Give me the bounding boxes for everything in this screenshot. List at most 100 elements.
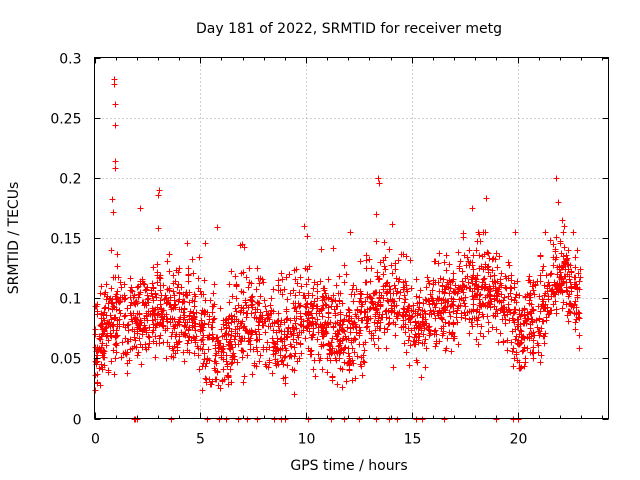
data-point: [171, 325, 178, 332]
data-point: [164, 325, 171, 332]
data-point: [104, 332, 111, 339]
data-point: [154, 261, 161, 268]
data-point: [571, 310, 578, 317]
data-point: [245, 284, 252, 291]
data-point: [419, 307, 426, 314]
data-point: [134, 352, 141, 359]
data-point: [169, 316, 176, 323]
data-point: [337, 347, 344, 354]
y-axis-label: SRMTID / TECUs: [6, 182, 22, 295]
data-point: [198, 310, 205, 317]
data-point: [266, 316, 273, 323]
data-point: [282, 374, 289, 381]
data-point: [109, 322, 116, 329]
data-point: [514, 357, 521, 364]
data-point: [417, 323, 424, 330]
data-point: [345, 350, 352, 357]
data-point: [369, 300, 376, 307]
data-point: [356, 416, 363, 423]
data-point: [339, 384, 346, 391]
data-point: [385, 321, 392, 328]
data-point: [480, 229, 487, 236]
data-point: [432, 304, 439, 311]
data-point: [330, 323, 337, 330]
data-point: [257, 275, 264, 282]
data-point: [149, 329, 156, 336]
data-point: [342, 344, 349, 351]
data-point: [262, 329, 269, 336]
data-point: [414, 359, 421, 366]
data-point: [520, 347, 527, 354]
data-point: [395, 311, 402, 318]
data-point: [435, 296, 442, 303]
data-point: [401, 284, 408, 291]
data-point: [486, 292, 493, 299]
data-point: [357, 295, 364, 302]
data-point: [183, 324, 190, 331]
data-point: [305, 308, 312, 315]
data-point: [254, 416, 261, 423]
data-point: [236, 325, 243, 332]
data-point: [304, 233, 311, 240]
data-point: [553, 175, 560, 182]
data-point: [374, 301, 381, 308]
data-point: [360, 341, 367, 348]
data-point: [537, 253, 544, 260]
data-point: [184, 240, 191, 247]
data-point: [568, 284, 575, 291]
data-point: [244, 416, 251, 423]
data-point: [343, 336, 350, 343]
data-point: [270, 308, 277, 315]
data-point: [373, 416, 380, 423]
data-point: [92, 303, 99, 310]
data-point: [537, 278, 544, 285]
data-point: [105, 337, 112, 344]
data-point: [241, 373, 248, 380]
data-point: [266, 359, 273, 366]
data-point: [319, 297, 326, 304]
data-point: [559, 305, 566, 312]
data-point: [229, 293, 236, 300]
data-point: [114, 263, 121, 270]
data-point: [324, 320, 331, 327]
data-point: [231, 356, 238, 363]
data-point: [112, 165, 119, 172]
data-point: [275, 323, 282, 330]
data-point: [359, 372, 366, 379]
data-point: [248, 310, 255, 317]
data-point: [168, 333, 175, 340]
data-point: [181, 305, 188, 312]
data-point: [337, 340, 344, 347]
data-point: [521, 320, 528, 327]
data-point: [416, 294, 423, 301]
data-point: [293, 339, 300, 346]
data-point: [302, 295, 309, 302]
data-point: [433, 331, 440, 338]
data-point: [291, 353, 298, 360]
data-point: [341, 416, 348, 423]
data-point: [375, 276, 382, 283]
data-point: [120, 350, 127, 357]
data-point: [500, 309, 507, 316]
data-point: [410, 302, 417, 309]
data-point: [150, 297, 157, 304]
data-point: [256, 358, 263, 365]
data-point: [233, 308, 240, 315]
data-point: [225, 373, 232, 380]
data-point: [541, 292, 548, 299]
data-point: [361, 359, 368, 366]
data-point: [284, 315, 291, 322]
data-point: [310, 325, 317, 332]
data-point: [289, 366, 296, 373]
data-point: [211, 281, 218, 288]
data-point: [413, 337, 420, 344]
data-point: [354, 306, 361, 313]
data-point: [196, 254, 203, 261]
data-point: [249, 329, 256, 336]
data-point: [113, 340, 120, 347]
data-point: [145, 344, 152, 351]
data-point: [492, 313, 499, 320]
data-point: [448, 348, 455, 355]
data-point: [233, 281, 240, 288]
data-point: [545, 293, 552, 300]
